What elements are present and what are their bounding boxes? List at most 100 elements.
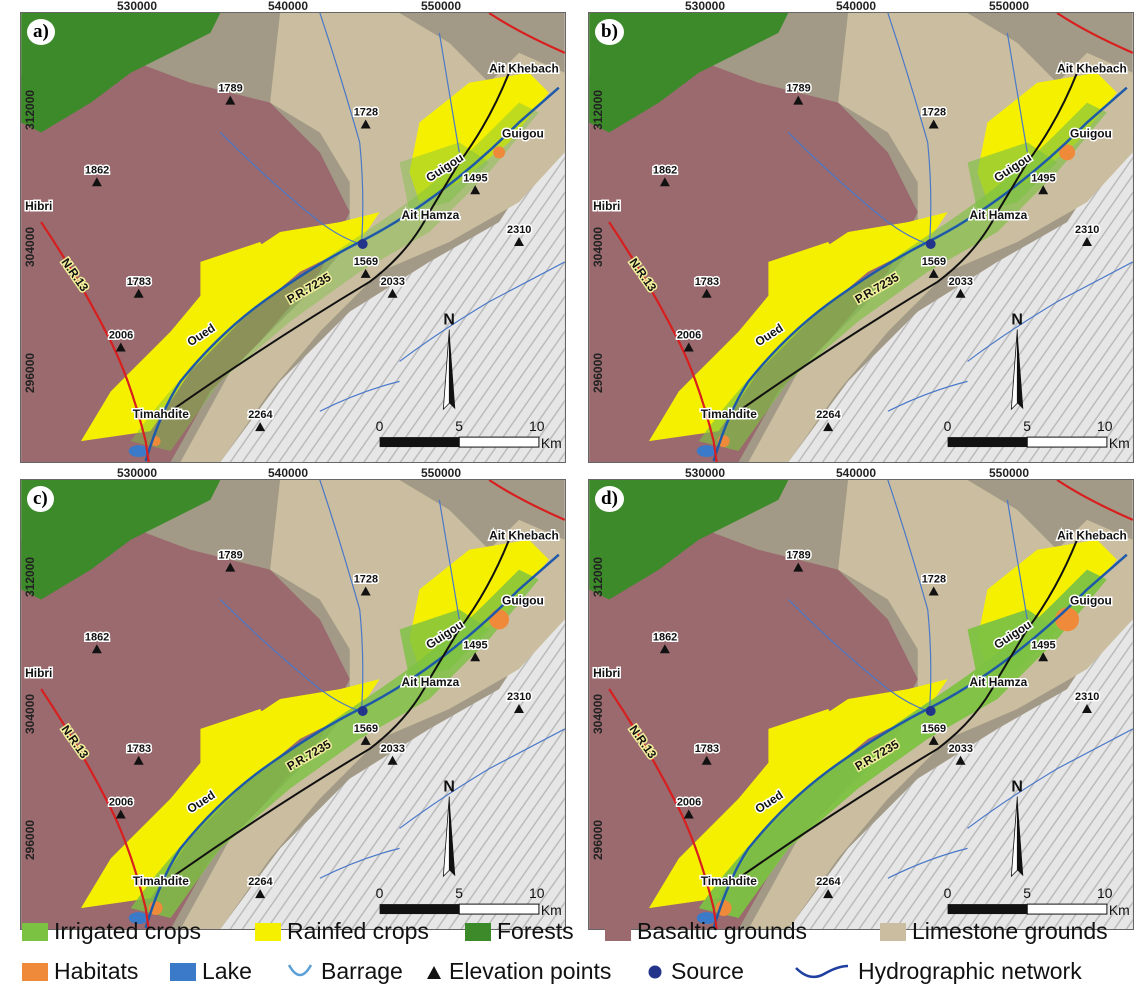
elevation-label: 1495 xyxy=(1031,172,1055,184)
elevation-label: 2264 xyxy=(816,409,841,421)
place-guigou: Guigou xyxy=(502,593,544,607)
map-canvas: 1789 1728 1495 1862 1569 2310 1783 2033 2006 2264… xyxy=(589,480,1133,929)
elevation-point xyxy=(955,755,966,765)
x-tick-label: 530000 xyxy=(684,466,726,480)
source-point xyxy=(357,705,368,716)
rainfed-crop-area xyxy=(648,679,948,909)
road-pr7235 xyxy=(169,539,510,880)
svg-text:Km: Km xyxy=(1109,902,1130,918)
legend-limestone-label: Limestone grounds xyxy=(912,918,1108,944)
place-ait-hamza: Ait Hamza xyxy=(970,208,1028,222)
elevation-point xyxy=(659,644,670,654)
irrigated-crop-area xyxy=(399,142,490,213)
map-canvas: 1789 1728 1495 1862 1569 2310 1783 2033 2006 2264… xyxy=(21,13,565,462)
forests-swatch xyxy=(465,922,491,941)
y-tick-label: 312000 xyxy=(23,556,37,597)
habitat-guigou xyxy=(1055,607,1080,632)
elevation-point xyxy=(91,644,102,654)
rainfed-crop-area xyxy=(768,241,849,302)
x-tick-label: 550000 xyxy=(988,0,1030,13)
elevation-label: 2264 xyxy=(248,409,273,421)
elevation-label: 1495 xyxy=(463,639,487,651)
place-ait-khebach: Ait Khebach xyxy=(489,62,559,76)
legend-hydro-label: Hydrographic network xyxy=(858,958,1082,984)
elevation-point xyxy=(133,288,144,298)
rainfed-crop-area xyxy=(648,212,948,442)
svg-text:10: 10 xyxy=(529,418,545,434)
basaltic-zone xyxy=(589,52,918,462)
svg-text:Km: Km xyxy=(1109,435,1130,451)
svg-text:5: 5 xyxy=(455,418,463,434)
svg-text:0: 0 xyxy=(376,885,384,901)
elevation-point xyxy=(91,177,102,187)
elevation-label: 2033 xyxy=(949,276,973,288)
legend-rainfed-label: Rainfed crops xyxy=(287,918,429,944)
panel-letter: d) xyxy=(595,486,624,512)
tributary-stream xyxy=(219,132,360,245)
lake-swatch xyxy=(170,962,196,981)
place-ait-hamza: Ait Hamza xyxy=(970,675,1028,689)
forest-zone xyxy=(589,480,789,600)
svg-text:5: 5 xyxy=(455,885,463,901)
elevation-label: 1862 xyxy=(85,631,109,643)
basaltic-zone xyxy=(21,52,350,462)
habitat-guigou xyxy=(489,609,510,630)
legend-irrigated: Irrigated crops xyxy=(22,918,201,945)
elevation-point xyxy=(928,735,939,745)
irrigated-crop-area xyxy=(399,609,490,680)
road-pr7235 xyxy=(737,72,1078,413)
legend-source: Source xyxy=(645,958,744,985)
north-arrow-icon: N xyxy=(1010,312,1024,411)
tributary-stream xyxy=(787,599,928,712)
habitats-swatch xyxy=(22,962,48,981)
rainfed-crop-area xyxy=(200,241,281,302)
elevation-label: 1783 xyxy=(127,276,151,288)
map-panel-b: 1789 1728 1495 1862 1569 2310 1783 2033 2006 2264… xyxy=(588,0,1134,463)
limestone-swatch xyxy=(880,922,906,941)
place-guigou: Guigou xyxy=(502,126,544,140)
tributary-stream xyxy=(399,728,565,829)
place-hibri: Hibri xyxy=(25,666,52,680)
y-tick-label: 304000 xyxy=(591,226,605,267)
svg-text:N: N xyxy=(1011,312,1023,329)
north-arrow-icon: N xyxy=(1010,779,1024,878)
road-nr13 xyxy=(608,221,718,462)
x-tick-label: 530000 xyxy=(684,0,726,13)
elevation-label: 1862 xyxy=(653,631,677,643)
svg-text:10: 10 xyxy=(1097,885,1113,901)
source-point xyxy=(357,238,368,249)
y-tick-label: 296000 xyxy=(23,819,37,860)
legend-elevation-label: Elevation points xyxy=(449,958,612,984)
main-river xyxy=(144,86,560,462)
svg-text:0: 0 xyxy=(376,418,384,434)
elevation-label: 2310 xyxy=(507,691,531,703)
lake-shape xyxy=(696,445,717,458)
place-timahdite: Timahdite xyxy=(133,407,190,421)
x-tick-label: 530000 xyxy=(116,0,158,13)
elevation-point xyxy=(683,809,694,819)
elevation-triangle-icon xyxy=(427,965,441,979)
road-pr7235 xyxy=(737,539,1078,880)
elevation-point xyxy=(1038,652,1049,662)
tributary-stream xyxy=(967,261,1133,362)
svg-text:N: N xyxy=(443,312,455,329)
place-hibri: Hibri xyxy=(593,199,620,213)
elevation-point xyxy=(115,809,126,819)
road-northeast xyxy=(488,480,565,521)
forest-zone xyxy=(589,13,789,133)
x-tick-label: 550000 xyxy=(420,466,462,480)
elevation-point xyxy=(360,119,371,129)
map-panel-d: 1789 1728 1495 1862 1569 2310 1783 2033 2006 2264… xyxy=(588,466,1134,930)
tributary-stream xyxy=(438,32,460,153)
place-ait-khebach: Ait Khebach xyxy=(489,529,559,543)
svg-text:5: 5 xyxy=(1023,885,1031,901)
legend-elevation: Elevation points xyxy=(425,958,611,985)
elevation-point xyxy=(387,288,398,298)
road-nr13 xyxy=(40,221,150,462)
place-ait-hamza: Ait Hamza xyxy=(402,208,460,222)
source-dot-icon xyxy=(648,965,662,978)
panel-letter: c) xyxy=(27,486,54,512)
road-nr13 xyxy=(608,688,718,929)
elevation-point xyxy=(514,237,524,246)
tributary-stream xyxy=(887,13,932,243)
